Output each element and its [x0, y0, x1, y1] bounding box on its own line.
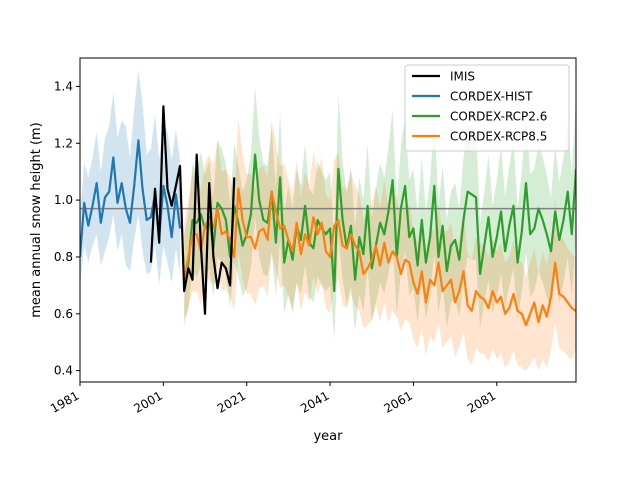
legend-label: IMIS	[450, 70, 475, 84]
y-tick-label: 1.2	[54, 136, 73, 150]
line-cordex-hist	[80, 139, 182, 257]
y-tick-label: 0.8	[54, 250, 73, 264]
y-tick-label: 1.0	[54, 193, 73, 207]
series-lines	[80, 105, 576, 327]
plot-area	[79, 57, 577, 383]
x-axis-label: year	[313, 429, 343, 444]
band-cordex-hist	[80, 69, 180, 286]
legend: IMIS CORDEX-HIST CORDEX-RCP2.6 CORDEX-RCP8.…	[404, 64, 570, 152]
y-tick-label: 0.4	[54, 364, 73, 378]
axes-frame	[79, 57, 577, 383]
legend-label: CORDEX-RCP8.5	[450, 130, 547, 144]
uncertainty-bands	[80, 69, 576, 371]
y-tick-label: 0.6	[54, 307, 73, 321]
band-cordex-rcp2-6	[184, 86, 576, 340]
line-cordex-rcp2-6	[183, 153, 576, 293]
y-tick-label: 1.4	[54, 79, 73, 93]
line-cordex-rcp8-5	[183, 187, 576, 327]
legend-box	[404, 64, 570, 152]
legend-label: CORDEX-HIST	[450, 90, 533, 104]
y-axis-label: mean annual snow height (m)	[29, 122, 44, 318]
line-imis	[149, 105, 236, 315]
y-axis-ticks: 0.4 0.6 0.8 1.0 1.2 1.4	[54, 79, 80, 378]
legend-label: CORDEX-RCP2.6	[450, 110, 547, 124]
band-cordex-rcp8-5	[184, 117, 576, 371]
